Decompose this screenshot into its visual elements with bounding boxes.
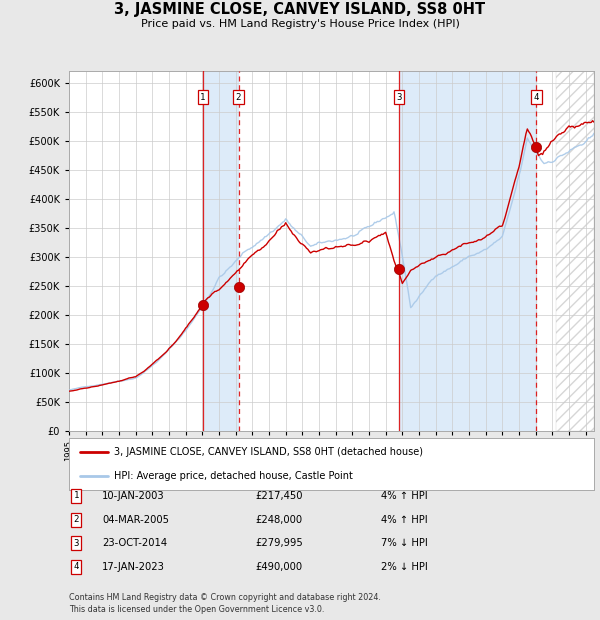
Text: 4% ↑ HPI: 4% ↑ HPI (381, 515, 428, 525)
Point (532, 142, 541, 152)
Text: Price paid vs. HM Land Registry's House Price Index (HPI): Price paid vs. HM Land Registry's House … (140, 19, 460, 29)
Text: 4% ↑ HPI: 4% ↑ HPI (381, 491, 428, 501)
Point (198, 300, 208, 310)
Text: 2% ↓ HPI: 2% ↓ HPI (381, 562, 428, 572)
Text: 23-OCT-2014: 23-OCT-2014 (102, 538, 167, 548)
Text: 1: 1 (200, 93, 206, 102)
Bar (399, 71, 536, 431)
Point (234, 282, 244, 292)
Point (394, 264, 404, 273)
Bar (203, 71, 238, 431)
Text: HPI: Average price, detached house, Castle Point: HPI: Average price, detached house, Cast… (113, 471, 353, 481)
Text: 04-MAR-2005: 04-MAR-2005 (102, 515, 169, 525)
Text: £248,000: £248,000 (255, 515, 302, 525)
Text: 1: 1 (74, 492, 79, 500)
Text: 3, JASMINE CLOSE, CANVEY ISLAND, SS8 0HT (detached house): 3, JASMINE CLOSE, CANVEY ISLAND, SS8 0HT… (113, 447, 422, 457)
Text: 3, JASMINE CLOSE, CANVEY ISLAND, SS8 0HT: 3, JASMINE CLOSE, CANVEY ISLAND, SS8 0HT (115, 2, 485, 17)
Text: 2: 2 (236, 93, 241, 102)
Text: 17-JAN-2023: 17-JAN-2023 (102, 562, 165, 572)
Text: 3: 3 (397, 93, 402, 102)
Text: £279,995: £279,995 (255, 538, 303, 548)
Text: 10-JAN-2003: 10-JAN-2003 (102, 491, 164, 501)
Text: 3: 3 (74, 539, 79, 547)
Text: £490,000: £490,000 (255, 562, 302, 572)
Text: 4: 4 (74, 562, 79, 571)
Text: 2: 2 (74, 515, 79, 524)
Text: 4: 4 (533, 93, 539, 102)
Text: 7% ↓ HPI: 7% ↓ HPI (381, 538, 428, 548)
Text: £217,450: £217,450 (255, 491, 302, 501)
Text: Contains HM Land Registry data © Crown copyright and database right 2024.
This d: Contains HM Land Registry data © Crown c… (69, 593, 381, 614)
Bar (556, 71, 594, 431)
